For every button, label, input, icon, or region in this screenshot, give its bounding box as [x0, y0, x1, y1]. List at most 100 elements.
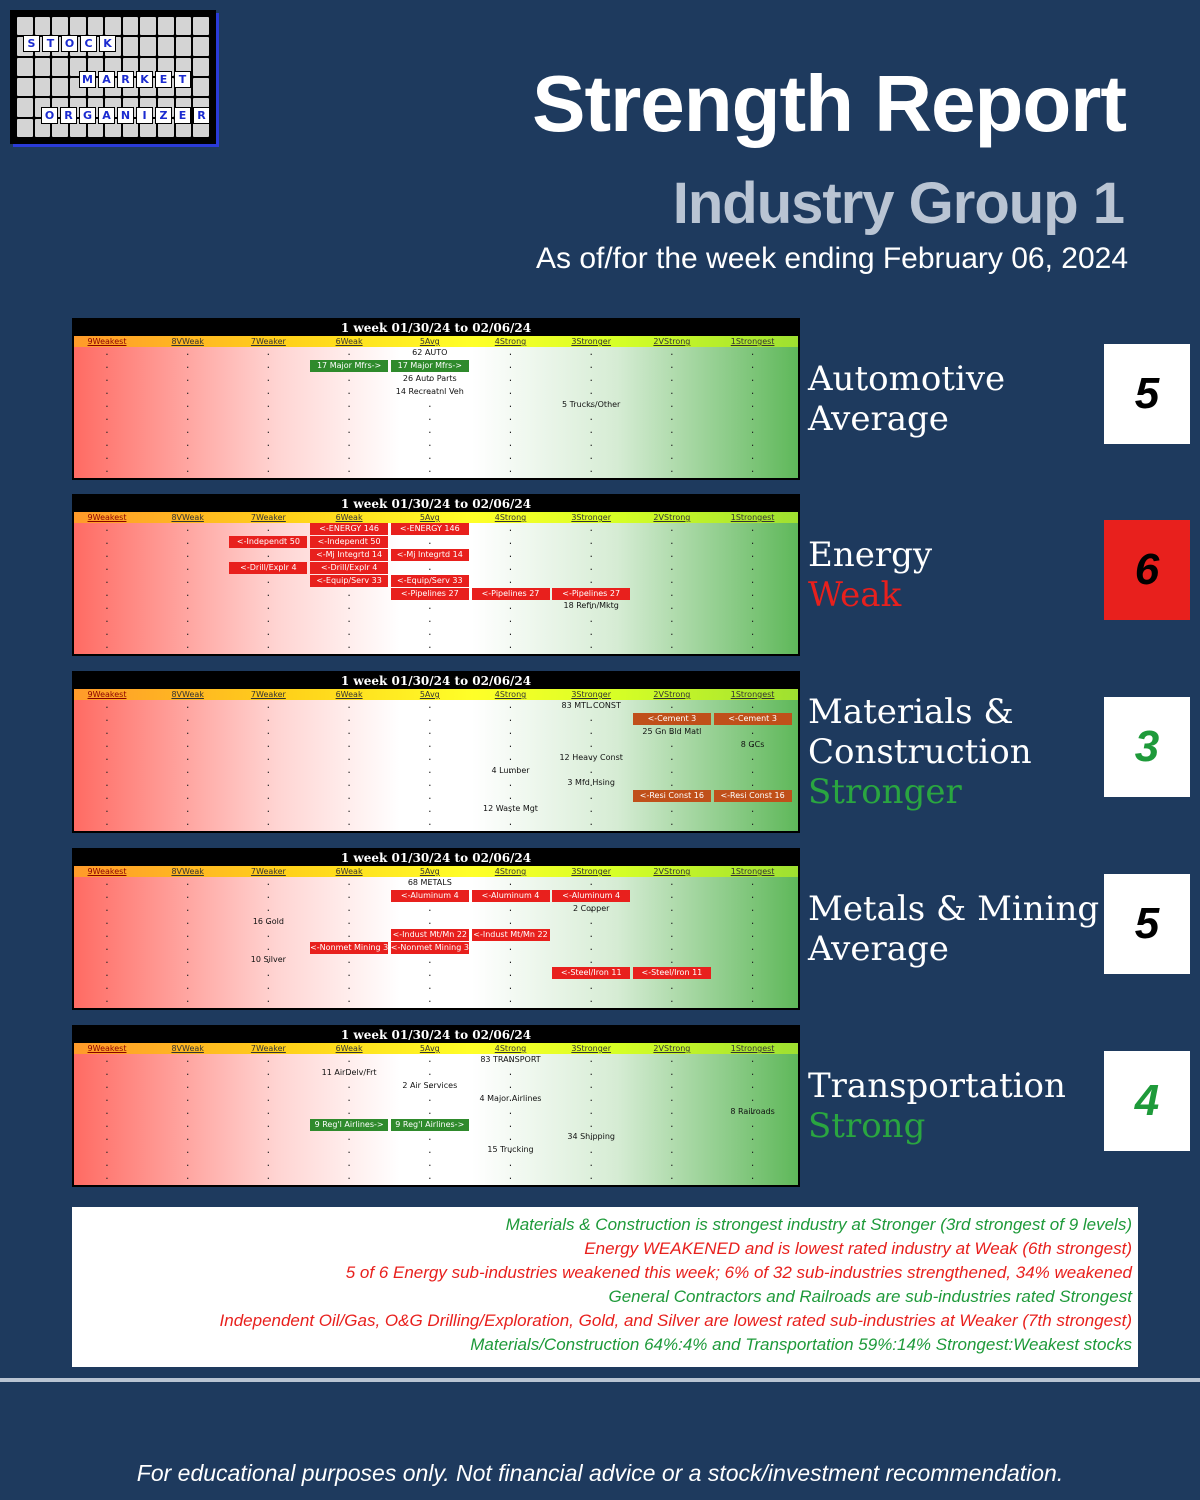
sub-industry-label: 8 GCs [740, 739, 765, 749]
panel-grid: . . . . . . . . . . . . . . . . . . . . . … [74, 523, 798, 654]
level-label: 4Strong [494, 513, 527, 522]
sub-industry-label: <-Cement 3 [713, 712, 792, 725]
level-label: 1Strongest [730, 867, 775, 876]
sub-industry-label: 12 Waste Mgt [483, 804, 538, 814]
logo-letter: S [23, 35, 40, 52]
sub-industry-label: <-Equip/Serv 33 [390, 574, 469, 587]
logo-cell [193, 17, 209, 36]
level-label: 6Weak [335, 690, 363, 699]
sub-industry-label: <-Equip/Serv 33 [310, 574, 389, 587]
industry-name: Metals & Mining [808, 889, 1100, 929]
sub-industry-label: 2 Air Services [402, 1080, 458, 1090]
industry-label: Energy Weak [808, 535, 932, 615]
logo-letter: N [117, 107, 134, 124]
level-label: 5Avg [419, 867, 440, 876]
logo-cell [193, 78, 209, 97]
level-label: 3Stronger [571, 1044, 612, 1053]
sub-industry-label: <-Indust Mt/Mn 22 [471, 928, 550, 941]
dot-column: . . . . . . . . . . [588, 701, 594, 828]
sub-industry-label: 3 Mfd Hsing [567, 778, 615, 788]
dot-column: . . . . . . . . . . [749, 348, 756, 475]
sub-industry-label: 4 Major Airlines [479, 1093, 542, 1103]
sub-industry-label: 68 METALS [407, 878, 452, 887]
level-label: 8VWeak [171, 867, 204, 876]
summary-line: 5 of 6 Energy sub-industries weakened th… [345, 1263, 1132, 1282]
rating-word: Stronger [808, 772, 962, 812]
level-label: 4Strong [494, 1044, 527, 1053]
logo-letter: O [41, 107, 58, 124]
logo-cell [17, 78, 33, 97]
level-label: 3Stronger [571, 690, 612, 699]
level-header-row: 9Weakest 8VWeak 7Weaker 6Weak 5Avg 4Strong 3St… [74, 689, 798, 700]
level-label: 2VStrong [653, 867, 691, 876]
logo-cell [122, 37, 139, 56]
dot-column: . . . . . . . . . . [104, 878, 110, 1005]
logo-cell [193, 37, 209, 56]
sub-industry-label: <-Mj Integrtd 14 [390, 548, 469, 561]
strength-panel: 1 week 01/30/24 to 02/06/24 9Weakest 8VWea… [72, 1025, 800, 1187]
logo-cell [158, 37, 174, 56]
logo-cell [175, 37, 192, 56]
logo-cell [17, 57, 33, 76]
sub-industry-label: 8 Railroads [730, 1106, 775, 1116]
logo-cell [193, 57, 209, 76]
logo-letter: R [117, 71, 134, 88]
disclaimer-footer: For educational purposes only. Not finan… [136, 1460, 1064, 1486]
level-label: 8VWeak [171, 690, 204, 699]
sub-industry-label: <-Aluminum 4 [471, 889, 550, 902]
sub-industry-label: 15 Trucking [487, 1145, 534, 1155]
sub-industry-label: 34 Shipping [567, 1132, 615, 1142]
level-label: 7Weaker [250, 513, 286, 522]
level-label: 2VStrong [653, 513, 691, 522]
dot-column: . . . . . . . . . . [669, 1055, 675, 1182]
logo-cell [17, 17, 33, 36]
logo-cell [34, 17, 51, 36]
strength-panel: 1 week 01/30/24 to 02/06/24 9Weakest 8VWea… [72, 848, 800, 1010]
logo-cell [52, 78, 68, 97]
summary-line: General Contractors and Railroads are su… [608, 1287, 1133, 1306]
logo-cell [140, 37, 157, 56]
panel-period-header: 1 week 01/30/24 to 02/06/24 [74, 673, 798, 689]
sub-industry-label: <-Steel/Iron 11 [552, 967, 631, 980]
sub-industry-label: 83 TRANSPORT [480, 1055, 541, 1064]
panel-period-header: 1 week 01/30/24 to 02/06/24 [74, 496, 798, 512]
level-label: 9Weakest [87, 1044, 127, 1053]
dot-column: . . . . . . . . . . [669, 878, 675, 1005]
sub-industry-label: 25 Gn Bld Matl [642, 726, 702, 736]
dot-column: . . . . . . . . . . [104, 348, 110, 475]
sub-industry-label: <-Pipelines 27 [471, 587, 550, 600]
strength-panel: 1 week 01/30/24 to 02/06/24 9Weakest 8VWea… [72, 494, 800, 656]
level-label: 7Weaker [250, 337, 286, 346]
logo-cell [17, 98, 33, 117]
dot-column: . . . . . . . . . . [184, 1055, 191, 1182]
logo-cell [158, 17, 174, 36]
level-label: 4Strong [494, 867, 527, 876]
level-label: 3Stronger [571, 337, 612, 346]
level-label: 7Weaker [250, 1044, 286, 1053]
dot-column: . . . . . . . . . . [346, 701, 352, 828]
level-label: 4Strong [494, 690, 527, 699]
summary-line: Materials/Construction 64%:4% and Transp… [470, 1335, 1132, 1354]
logo-letter: T [42, 35, 59, 52]
dot-column: . . . . . . . . . . [104, 701, 110, 828]
panel-period-header: 1 week 01/30/24 to 02/06/24 [74, 850, 798, 866]
panel-grid: . . . . . . . . . . . . . . . . . . . . . … [74, 700, 798, 831]
dot-column: . . . . . . . . . . [507, 1055, 514, 1182]
sub-industry-label: <-Resi Const 16 [632, 790, 711, 803]
logo-cell [140, 17, 157, 36]
logo-cell [122, 17, 139, 36]
dot-column: . . . . . . . . . . [184, 524, 191, 651]
rating-word: Average [808, 929, 949, 969]
panel-period-header: 1 week 01/30/24 to 02/06/24 [74, 1027, 798, 1043]
logo-letter: M [79, 71, 96, 88]
sub-industry-label: <-Nonmet Mining 3 [390, 941, 469, 954]
dot-column: . . . . . . . . . . [588, 348, 594, 475]
level-label: 9Weakest [87, 867, 127, 876]
divider [0, 1378, 1200, 1382]
level-label: 1Strongest [730, 690, 775, 699]
logo-cell [52, 57, 68, 76]
industry-name: Materials & Construction [808, 692, 1032, 772]
dot-column: . . . . . . . . . . [427, 701, 433, 828]
sub-industry-label: 12 Heavy Const [559, 752, 623, 762]
level-label: 5Avg [419, 337, 440, 346]
